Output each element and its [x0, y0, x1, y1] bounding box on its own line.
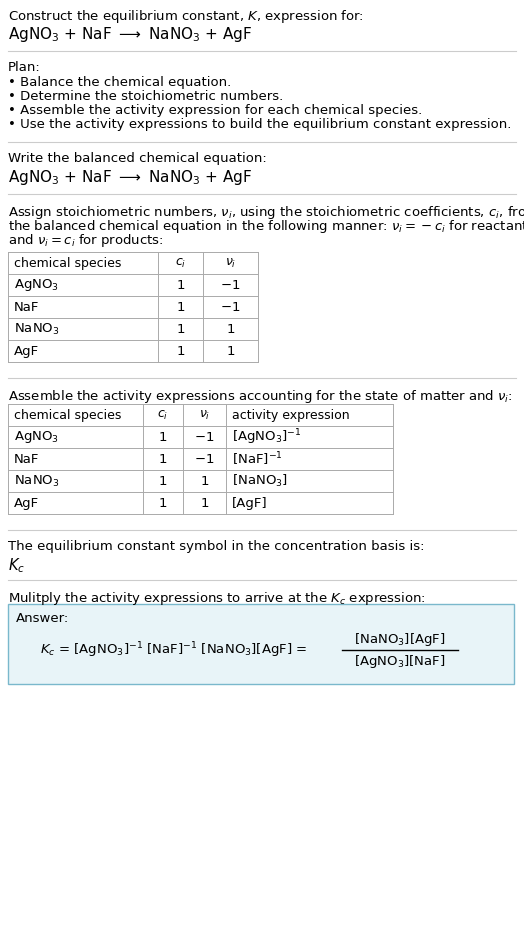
Text: AgNO$_3$: AgNO$_3$ — [14, 429, 59, 445]
Text: chemical species: chemical species — [14, 256, 122, 270]
Text: $c_i$: $c_i$ — [175, 256, 186, 270]
Text: AgNO$_3$ + NaF $\longrightarrow$ NaNO$_3$ + AgF: AgNO$_3$ + NaF $\longrightarrow$ NaNO$_3… — [8, 168, 253, 187]
FancyBboxPatch shape — [8, 604, 514, 684]
Text: and $\nu_i = c_i$ for products:: and $\nu_i = c_i$ for products: — [8, 232, 163, 249]
Text: [NaNO$_3$][AgF]: [NaNO$_3$][AgF] — [354, 631, 446, 648]
Text: AgNO$_3$ + NaF $\longrightarrow$ NaNO$_3$ + AgF: AgNO$_3$ + NaF $\longrightarrow$ NaNO$_3… — [8, 25, 253, 44]
Text: 1: 1 — [200, 496, 209, 510]
Text: • Balance the chemical equation.: • Balance the chemical equation. — [8, 76, 231, 89]
Text: The equilibrium constant symbol in the concentration basis is:: The equilibrium constant symbol in the c… — [8, 540, 424, 553]
Text: $-1$: $-1$ — [194, 453, 215, 466]
Text: AgF: AgF — [14, 496, 39, 510]
Text: 1: 1 — [159, 474, 167, 488]
Text: NaNO$_3$: NaNO$_3$ — [14, 322, 60, 337]
Text: $K_c$ = [AgNO$_3$]$^{-1}$ [NaF]$^{-1}$ [NaNO$_3$][AgF] =: $K_c$ = [AgNO$_3$]$^{-1}$ [NaF]$^{-1}$ [… — [40, 641, 309, 660]
Text: AgNO$_3$: AgNO$_3$ — [14, 277, 59, 293]
Text: $-1$: $-1$ — [194, 431, 215, 443]
Text: Answer:: Answer: — [16, 612, 69, 625]
Text: 1: 1 — [226, 323, 235, 336]
Text: Assemble the activity expressions accounting for the state of matter and $\nu_i$: Assemble the activity expressions accoun… — [8, 388, 512, 405]
Text: chemical species: chemical species — [14, 408, 122, 421]
Text: 1: 1 — [200, 474, 209, 488]
Text: 1: 1 — [159, 453, 167, 466]
Text: • Assemble the activity expression for each chemical species.: • Assemble the activity expression for e… — [8, 104, 422, 117]
Text: AgF: AgF — [14, 344, 39, 358]
Text: $\nu_i$: $\nu_i$ — [225, 256, 236, 270]
Text: $-1$: $-1$ — [220, 278, 241, 291]
Text: Write the balanced chemical equation:: Write the balanced chemical equation: — [8, 152, 267, 165]
Text: $c_i$: $c_i$ — [157, 408, 169, 421]
Text: • Determine the stoichiometric numbers.: • Determine the stoichiometric numbers. — [8, 90, 283, 103]
Text: [NaF]$^{-1}$: [NaF]$^{-1}$ — [232, 450, 283, 468]
Text: Construct the equilibrium constant, $K$, expression for:: Construct the equilibrium constant, $K$,… — [8, 8, 364, 25]
Text: Assign stoichiometric numbers, $\nu_i$, using the stoichiometric coefficients, $: Assign stoichiometric numbers, $\nu_i$, … — [8, 204, 524, 221]
Text: 1: 1 — [159, 431, 167, 443]
Text: $\nu_i$: $\nu_i$ — [199, 408, 210, 421]
Text: $K_c$: $K_c$ — [8, 556, 25, 575]
Text: 1: 1 — [176, 278, 185, 291]
Text: activity expression: activity expression — [232, 408, 350, 421]
Text: [AgF]: [AgF] — [232, 496, 268, 510]
Text: NaF: NaF — [14, 301, 39, 313]
Text: 1: 1 — [159, 496, 167, 510]
Text: 1: 1 — [176, 301, 185, 313]
Text: [NaNO$_3$]: [NaNO$_3$] — [232, 473, 288, 489]
Text: NaF: NaF — [14, 453, 39, 466]
Text: [AgNO$_3$][NaF]: [AgNO$_3$][NaF] — [354, 653, 446, 669]
Text: • Use the activity expressions to build the equilibrium constant expression.: • Use the activity expressions to build … — [8, 118, 511, 131]
Text: 1: 1 — [176, 323, 185, 336]
Text: Mulitply the activity expressions to arrive at the $K_c$ expression:: Mulitply the activity expressions to arr… — [8, 590, 426, 607]
Text: 1: 1 — [176, 344, 185, 358]
Text: [AgNO$_3$]$^{-1}$: [AgNO$_3$]$^{-1}$ — [232, 427, 301, 447]
Text: $-1$: $-1$ — [220, 301, 241, 313]
Text: NaNO$_3$: NaNO$_3$ — [14, 474, 60, 489]
Text: 1: 1 — [226, 344, 235, 358]
Text: Plan:: Plan: — [8, 61, 41, 74]
Text: the balanced chemical equation in the following manner: $\nu_i = -c_i$ for react: the balanced chemical equation in the fo… — [8, 218, 524, 235]
